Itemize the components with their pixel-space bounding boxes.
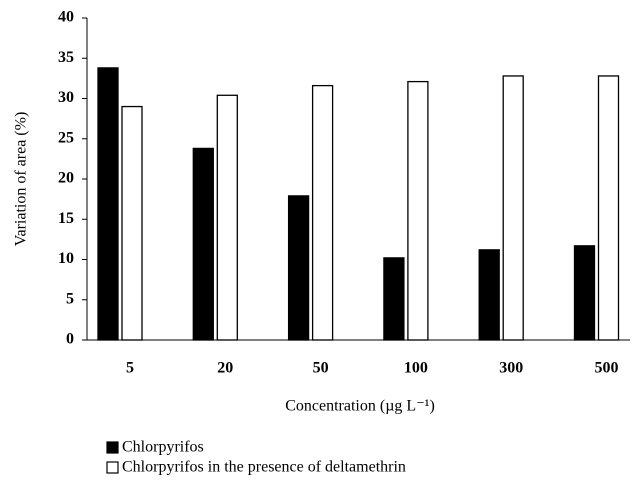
y-tick-label: 0 bbox=[66, 331, 74, 348]
bar bbox=[216, 94, 238, 341]
x-tick-label: 5 bbox=[126, 360, 134, 377]
x-tick-label: 20 bbox=[217, 360, 233, 377]
y-tick-label: 35 bbox=[58, 49, 74, 66]
bar bbox=[597, 75, 620, 341]
bar bbox=[287, 195, 310, 341]
bar bbox=[502, 75, 524, 341]
y-tick-label: 40 bbox=[58, 9, 74, 26]
y-tick-label: 10 bbox=[58, 250, 74, 267]
bar bbox=[192, 147, 214, 341]
y-axis-title: Variation of area (%) bbox=[13, 112, 30, 247]
x-tick-label: 50 bbox=[313, 360, 329, 377]
legend-label: Chlorpyrifos in the presence of deltamet… bbox=[122, 459, 406, 476]
y-tick-label: 15 bbox=[58, 210, 74, 227]
bar bbox=[311, 84, 334, 341]
legend-swatch bbox=[106, 461, 119, 474]
legend-label: Chlorpyrifos bbox=[122, 439, 204, 456]
legend-swatch bbox=[106, 441, 119, 454]
y-tick-label: 25 bbox=[58, 129, 74, 146]
y-tick-label: 20 bbox=[58, 170, 74, 187]
bar bbox=[407, 80, 429, 341]
y-tick-label: 30 bbox=[58, 89, 74, 106]
bar bbox=[97, 67, 119, 341]
bar bbox=[383, 257, 405, 341]
x-tick-label: 300 bbox=[499, 360, 523, 377]
bar bbox=[573, 245, 596, 341]
x-tick-label: 500 bbox=[595, 360, 619, 377]
bar bbox=[478, 249, 500, 341]
x-tick-label: 100 bbox=[404, 360, 428, 377]
y-tick-label: 5 bbox=[66, 290, 74, 307]
bar bbox=[121, 105, 143, 341]
x-axis-title: Concentration (µg L⁻¹) bbox=[285, 398, 435, 415]
